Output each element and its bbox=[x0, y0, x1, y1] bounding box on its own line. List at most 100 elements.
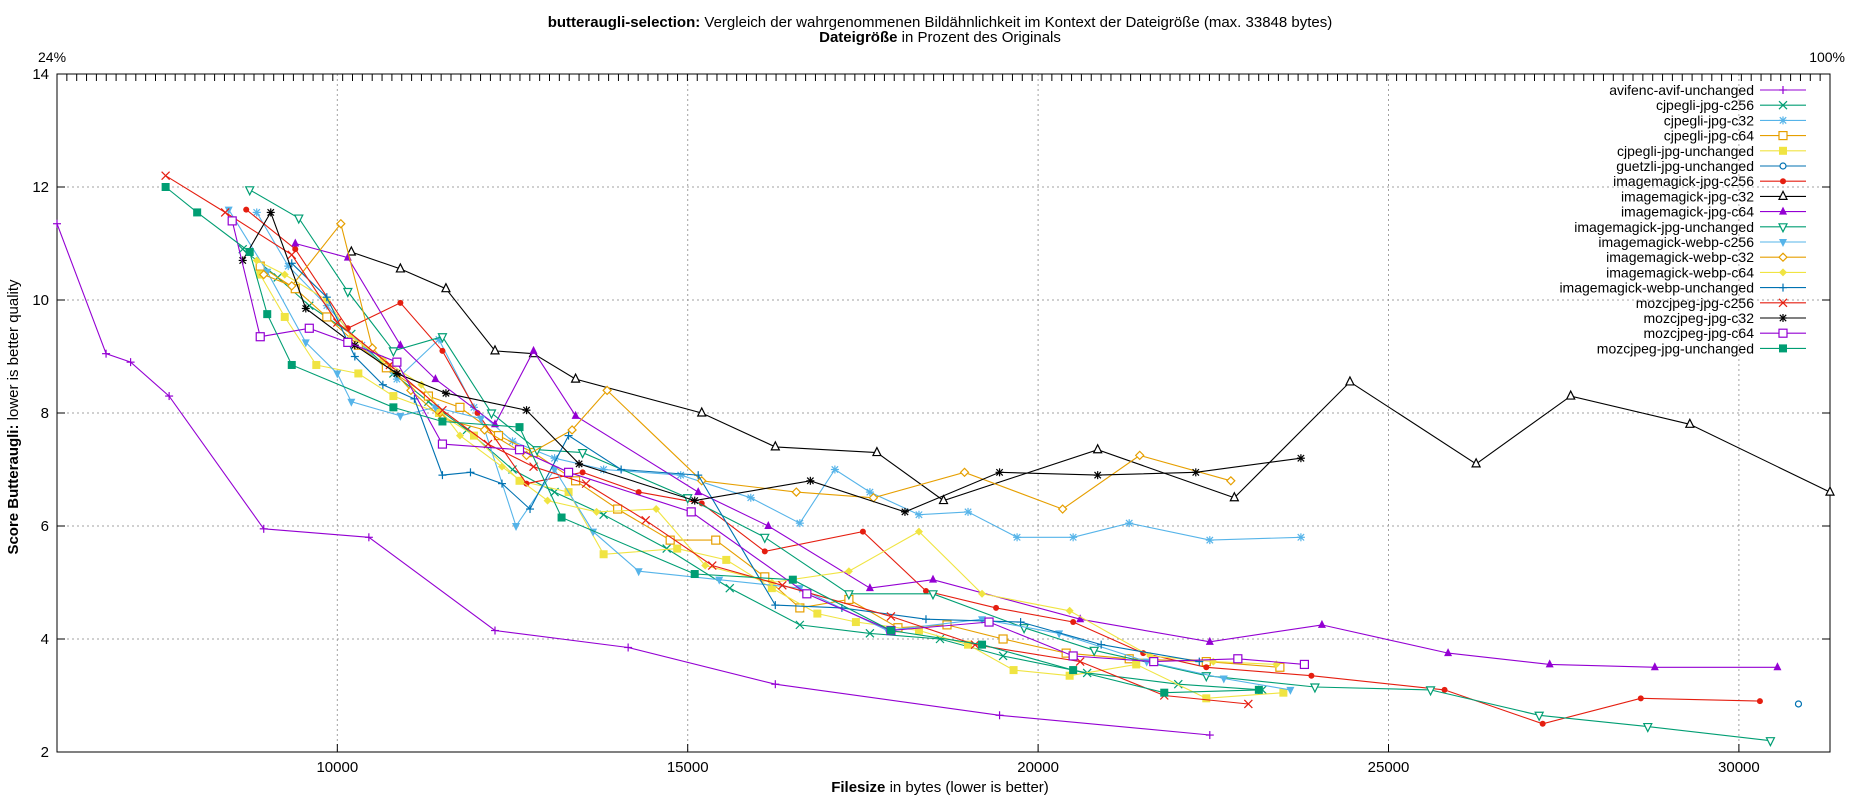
data-point bbox=[395, 262, 406, 273]
data-point bbox=[964, 507, 973, 516]
data-point bbox=[1125, 519, 1134, 528]
data-point bbox=[238, 256, 247, 265]
data-point bbox=[431, 374, 440, 383]
data-point bbox=[795, 620, 805, 630]
data-point bbox=[1016, 618, 1025, 627]
data-point bbox=[1650, 662, 1659, 671]
data-point bbox=[1149, 656, 1159, 667]
data-point bbox=[886, 611, 896, 621]
data-point bbox=[761, 548, 768, 555]
y-tick-label: 8 bbox=[41, 405, 49, 422]
data-point bbox=[844, 567, 853, 576]
series-line bbox=[259, 265, 1280, 668]
data-point bbox=[1765, 737, 1776, 748]
x-tick-label: 15000 bbox=[667, 759, 709, 776]
series-cjpegli-jpg-unchanged bbox=[256, 270, 1288, 703]
data-point bbox=[469, 431, 478, 440]
data-point bbox=[259, 524, 268, 533]
data-point bbox=[970, 640, 980, 650]
data-point bbox=[921, 615, 930, 624]
data-point bbox=[441, 389, 450, 398]
data-point bbox=[806, 476, 815, 485]
data-point bbox=[914, 527, 923, 536]
data-point bbox=[440, 282, 451, 293]
data-point bbox=[53, 219, 61, 228]
data-point bbox=[635, 489, 642, 496]
data-point bbox=[964, 640, 973, 649]
data-point bbox=[392, 369, 401, 378]
data-point bbox=[255, 332, 265, 342]
legend-marker bbox=[1778, 131, 1788, 141]
legend-marker bbox=[1779, 314, 1787, 322]
data-point bbox=[1134, 450, 1145, 461]
data-point bbox=[280, 270, 289, 279]
data-point bbox=[1068, 651, 1078, 661]
data-point bbox=[423, 391, 434, 401]
data-point bbox=[1279, 688, 1288, 697]
legend-marker bbox=[1778, 252, 1788, 263]
data-point bbox=[690, 496, 699, 505]
legend-label: guetzli-jpg-unchanged bbox=[1616, 158, 1754, 174]
data-point bbox=[777, 580, 787, 590]
data-point bbox=[1076, 614, 1085, 623]
y-tick-label: 14 bbox=[32, 66, 49, 83]
data-point bbox=[993, 604, 1000, 611]
data-point bbox=[1160, 688, 1169, 697]
data-point bbox=[1344, 375, 1355, 386]
data-point bbox=[287, 250, 297, 260]
data-point bbox=[634, 568, 643, 577]
legend-marker bbox=[1778, 190, 1788, 200]
data-point bbox=[388, 347, 399, 358]
x-tick-label: 25000 bbox=[1368, 759, 1410, 776]
legend-label: mozcjpeg-jpg-c256 bbox=[1636, 295, 1754, 311]
data-point bbox=[564, 431, 573, 440]
data-point bbox=[266, 208, 275, 217]
data-point bbox=[592, 507, 601, 516]
series-line bbox=[231, 220, 1305, 665]
data-point bbox=[1296, 533, 1305, 542]
data-point bbox=[998, 651, 1008, 661]
data-point bbox=[291, 238, 300, 247]
data-point bbox=[698, 500, 705, 507]
data-point bbox=[830, 465, 839, 474]
series-line bbox=[165, 175, 1249, 705]
data-point bbox=[515, 423, 524, 432]
data-point bbox=[1202, 694, 1211, 703]
legend-label: imagemagick-webp-c64 bbox=[1606, 264, 1754, 280]
legend-label: cjpegli-jpg-c256 bbox=[1656, 97, 1754, 113]
data-point bbox=[1243, 699, 1253, 709]
data-point bbox=[287, 360, 296, 369]
series-line bbox=[256, 259, 1277, 665]
legend: avifenc-avif-unchangedcjpegli-jpg-c256cj… bbox=[1559, 82, 1806, 356]
series-imagemagick-webp-c32 bbox=[258, 218, 1236, 514]
data-point bbox=[1545, 659, 1554, 668]
data-point bbox=[1233, 654, 1243, 664]
data-point bbox=[771, 680, 780, 689]
data-point bbox=[978, 616, 987, 625]
data-point bbox=[1219, 675, 1228, 684]
legend-label: imagemagick-jpg-c32 bbox=[1621, 188, 1754, 204]
data-point bbox=[1093, 471, 1102, 480]
data-point bbox=[813, 609, 822, 618]
data-point bbox=[490, 344, 500, 355]
chart-subtitle-rest: in Prozent des Originals bbox=[897, 29, 1060, 46]
data-point bbox=[928, 590, 938, 601]
series-line bbox=[259, 274, 1284, 699]
legend-marker bbox=[1779, 86, 1787, 94]
data-point bbox=[1057, 504, 1068, 514]
data-point bbox=[304, 323, 314, 333]
series-cjpegli-jpg-c256 bbox=[238, 244, 1267, 695]
data-point bbox=[389, 403, 398, 412]
data-point bbox=[1203, 664, 1210, 671]
legend-label: cjpegli-jpg-c64 bbox=[1664, 128, 1754, 144]
data-point bbox=[767, 584, 776, 593]
data-point bbox=[746, 493, 755, 502]
data-point bbox=[871, 446, 882, 457]
data-point bbox=[439, 347, 446, 354]
chart-title-rest: Vergleich der wahrgenommenen Bildähnlich… bbox=[700, 14, 1332, 31]
legend-label: cjpegli-jpg-unchanged bbox=[1617, 143, 1754, 159]
data-point bbox=[1756, 698, 1763, 705]
data-point bbox=[865, 488, 874, 497]
data-point bbox=[161, 171, 171, 181]
legend-marker bbox=[1780, 178, 1786, 185]
